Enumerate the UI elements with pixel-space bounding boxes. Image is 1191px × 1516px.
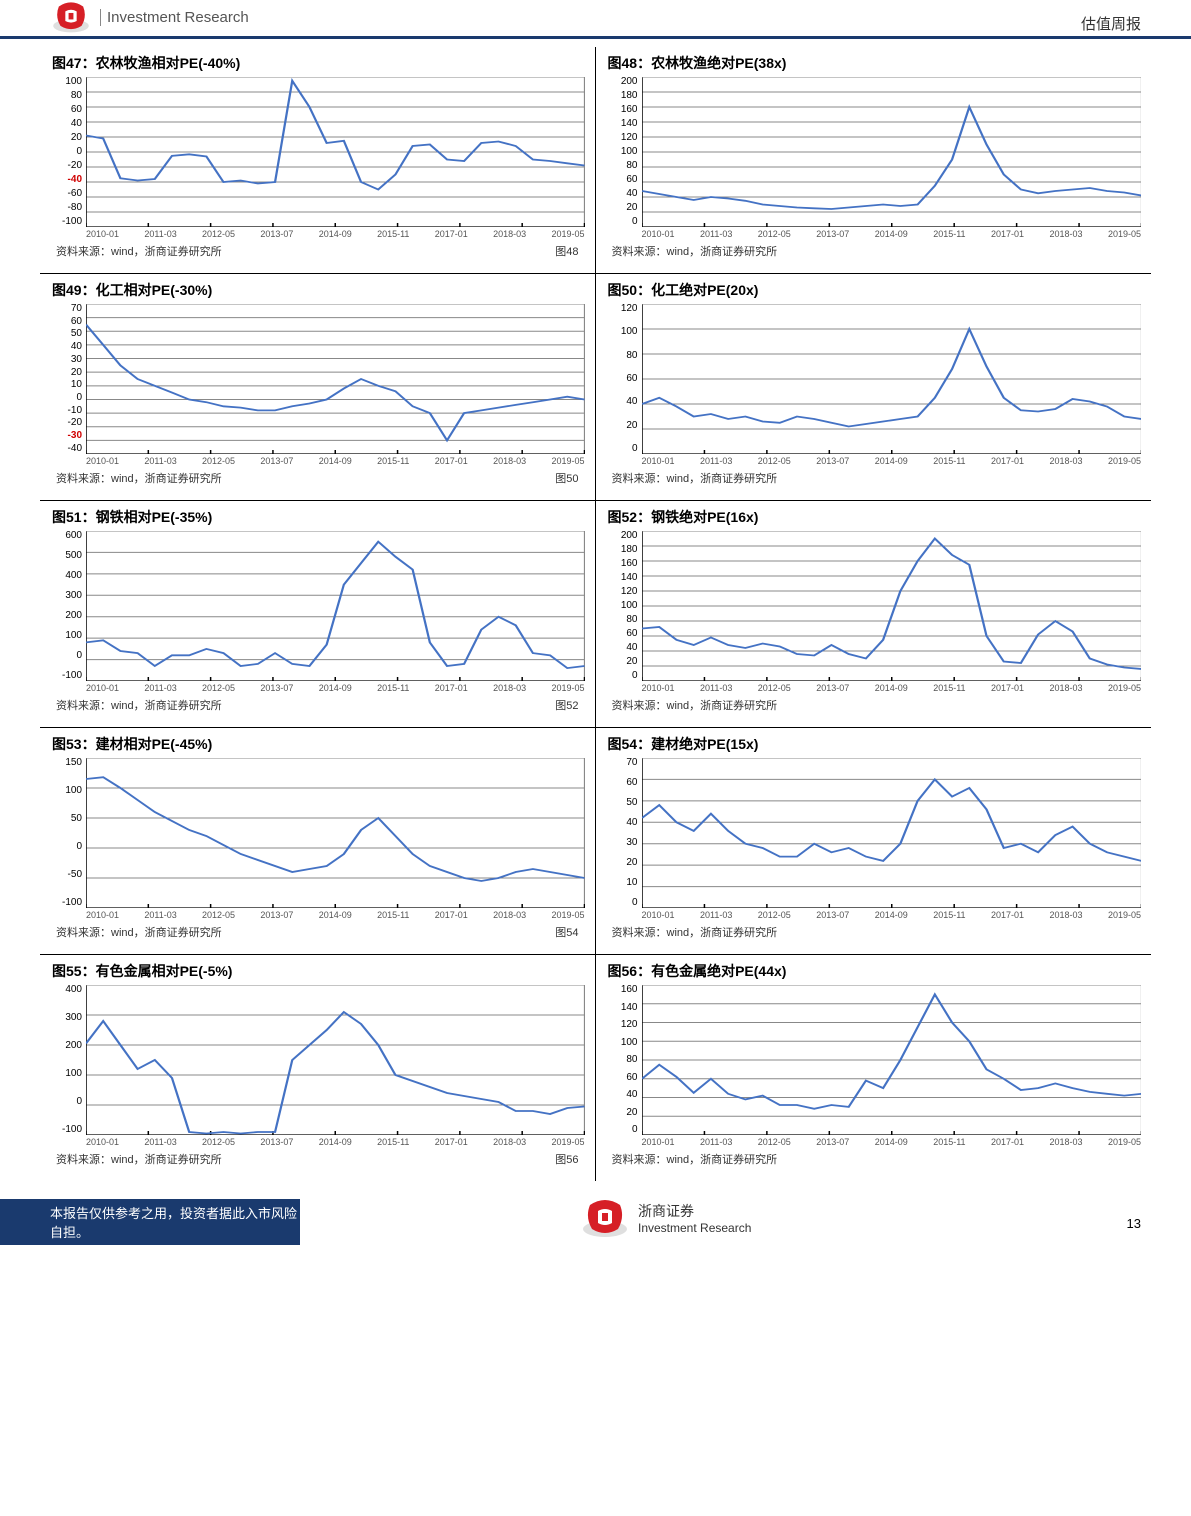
x-axis: 2010-012011-032012-052013-072014-092015-… — [608, 1137, 1142, 1147]
chart-source-row: 资料来源：wind，浙商证券研究所 图52 — [52, 693, 585, 721]
brand-logo-icon — [50, 0, 92, 34]
chart-plot — [86, 304, 585, 454]
x-axis: 2010-012011-032012-052013-072014-092015-… — [608, 683, 1142, 693]
chart-title: 图51：钢铁相对PE(-35%) — [52, 507, 585, 527]
chart-index-right: 图48 — [555, 243, 584, 259]
chart-cell: 图54：建材绝对PE(15x) 706050403020100 2010-01201… — [596, 728, 1152, 955]
chart-source-text: 资料来源：wind，浙商证券研究所 — [612, 1151, 778, 1167]
chart-cell: 图48：农林牧渔绝对PE(38x) 20018016014012010080604… — [596, 47, 1152, 274]
header-title: Investment Research — [100, 9, 249, 26]
chart-source-text: 资料来源：wind，浙商证券研究所 — [612, 924, 778, 940]
header-left: Investment Research — [50, 0, 249, 34]
page-number: 13 — [1127, 1216, 1141, 1231]
chart-source-row: 资料来源：wind，浙商证券研究所 — [608, 466, 1142, 494]
page-header: Investment Research 估值周报 — [0, 0, 1191, 39]
chart-plot — [86, 985, 585, 1135]
chart-index-right — [1135, 243, 1141, 259]
x-axis: 2010-012011-032012-052013-072014-092015-… — [52, 456, 585, 466]
chart-source-text: 资料来源：wind，浙商证券研究所 — [612, 470, 778, 486]
chart-cell: 图55：有色金属相对PE(-5%) 4003002001000-100 2010-0… — [40, 955, 596, 1181]
chart-source-row: 资料来源：wind，浙商证券研究所 — [608, 1147, 1142, 1175]
chart-index-right — [1135, 697, 1141, 713]
x-axis: 2010-012011-032012-052013-072014-092015-… — [52, 229, 585, 239]
footer-brand-text: 浙商证券 Investment Research — [638, 1201, 751, 1235]
chart-source-text: 资料来源：wind，浙商证券研究所 — [56, 470, 222, 486]
y-axis: 100806040200-20-40-60-80-100 — [52, 77, 86, 227]
footer-disclaimer: 本报告仅供参考之用，投资者据此入市风险自担。 — [0, 1199, 300, 1245]
chart-index-right — [1135, 924, 1141, 940]
chart-cell: 图47：农林牧渔相对PE(-40%) 100806040200-20-40-60-… — [40, 47, 596, 274]
chart-source-text: 资料来源：wind，浙商证券研究所 — [612, 243, 778, 259]
y-axis: 160140120100806040200 — [608, 985, 642, 1135]
chart-title: 图47：农林牧渔相对PE(-40%) — [52, 53, 585, 73]
chart-source-text: 资料来源：wind，浙商证券研究所 — [56, 924, 222, 940]
chart-title: 图53：建材相对PE(-45%) — [52, 734, 585, 754]
chart-cell: 图50：化工绝对PE(20x) 120100806040200 2010-01201… — [596, 274, 1152, 501]
chart-index-right — [1135, 470, 1141, 486]
chart-grid: 图47：农林牧渔相对PE(-40%) 100806040200-20-40-60-… — [0, 39, 1191, 1181]
chart-plot — [642, 758, 1142, 908]
x-axis: 2010-012011-032012-052013-072014-092015-… — [608, 456, 1142, 466]
chart-index-right: 图52 — [555, 697, 584, 713]
chart-plot — [86, 531, 585, 681]
chart-source-row: 资料来源：wind，浙商证券研究所 图56 — [52, 1147, 585, 1175]
y-axis: 200180160140120100806040200 — [608, 531, 642, 681]
chart-source-row: 资料来源：wind，浙商证券研究所 图54 — [52, 920, 585, 948]
chart-index-right: 图50 — [555, 470, 584, 486]
y-axis: 200180160140120100806040200 — [608, 77, 642, 227]
chart-title: 图50：化工绝对PE(20x) — [608, 280, 1142, 300]
chart-plot — [86, 77, 585, 227]
chart-cell: 图49：化工相对PE(-30%) 706050403020100-10-20-30… — [40, 274, 596, 501]
y-axis: 120100806040200 — [608, 304, 642, 454]
y-axis: 706050403020100-10-20-30-40 — [52, 304, 86, 454]
chart-cell: 图56：有色金属绝对PE(44x) 160140120100806040200 20… — [596, 955, 1152, 1181]
chart-source-text: 资料来源：wind，浙商证券研究所 — [56, 243, 222, 259]
y-axis: 4003002001000-100 — [52, 985, 86, 1135]
y-axis: 6005004003002001000-100 — [52, 531, 86, 681]
x-axis: 2010-012011-032012-052013-072014-092015-… — [52, 1137, 585, 1147]
chart-title: 图52：钢铁绝对PE(16x) — [608, 507, 1142, 527]
chart-plot — [642, 531, 1142, 681]
chart-index-right — [1135, 1151, 1141, 1167]
footer-brand-cn: 浙商证券 — [638, 1201, 751, 1221]
chart-plot — [642, 77, 1142, 227]
x-axis: 2010-012011-032012-052013-072014-092015-… — [608, 910, 1142, 920]
x-axis: 2010-012011-032012-052013-072014-092015-… — [52, 910, 585, 920]
chart-cell: 图53：建材相对PE(-45%) 150100500-50-100 2010-012… — [40, 728, 596, 955]
chart-cell: 图52：钢铁绝对PE(16x) 2001801601401201008060402… — [596, 501, 1152, 728]
chart-index-right: 图54 — [555, 924, 584, 940]
chart-source-row: 资料来源：wind，浙商证券研究所 图48 — [52, 239, 585, 267]
chart-source-row: 资料来源：wind，浙商证券研究所 — [608, 693, 1142, 721]
page-footer: 本报告仅供参考之用，投资者据此入市风险自担。 浙商证券 Investment R… — [0, 1181, 1191, 1245]
chart-title: 图55：有色金属相对PE(-5%) — [52, 961, 585, 981]
chart-plot — [642, 985, 1142, 1135]
chart-title: 图49：化工相对PE(-30%) — [52, 280, 585, 300]
chart-title: 图56：有色金属绝对PE(44x) — [608, 961, 1142, 981]
footer-brand: 浙商证券 Investment Research — [580, 1197, 751, 1239]
chart-plot — [642, 304, 1142, 454]
x-axis: 2010-012011-032012-052013-072014-092015-… — [608, 229, 1142, 239]
x-axis: 2010-012011-032012-052013-072014-092015-… — [52, 683, 585, 693]
chart-title: 图48：农林牧渔绝对PE(38x) — [608, 53, 1142, 73]
footer-brand-en: Investment Research — [638, 1221, 751, 1235]
chart-source-text: 资料来源：wind，浙商证券研究所 — [56, 1151, 222, 1167]
chart-source-text: 资料来源：wind，浙商证券研究所 — [612, 697, 778, 713]
y-axis: 150100500-50-100 — [52, 758, 86, 908]
chart-index-right: 图56 — [555, 1151, 584, 1167]
chart-plot — [86, 758, 585, 908]
chart-source-row: 资料来源：wind，浙商证券研究所 图50 — [52, 466, 585, 494]
header-report-type: 估值周报 — [1081, 13, 1141, 34]
chart-cell: 图51：钢铁相对PE(-35%) 6005004003002001000-100 2… — [40, 501, 596, 728]
footer-logo-icon — [580, 1197, 630, 1239]
chart-source-text: 资料来源：wind，浙商证券研究所 — [56, 697, 222, 713]
chart-title: 图54：建材绝对PE(15x) — [608, 734, 1142, 754]
chart-source-row: 资料来源：wind，浙商证券研究所 — [608, 920, 1142, 948]
y-axis: 706050403020100 — [608, 758, 642, 908]
chart-source-row: 资料来源：wind，浙商证券研究所 — [608, 239, 1142, 267]
